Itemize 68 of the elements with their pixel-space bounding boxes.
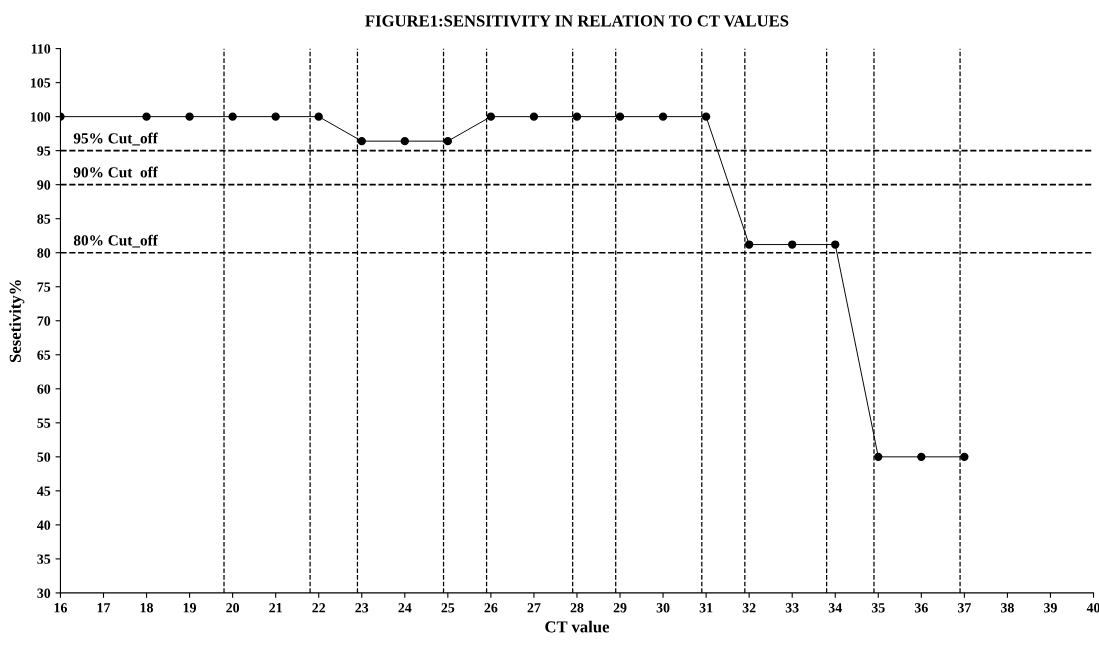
x-axis-title: CT value bbox=[545, 620, 610, 633]
y-tick-label: 45 bbox=[37, 486, 51, 496]
point bbox=[400, 136, 409, 146]
x-tick-label: 29 bbox=[613, 603, 627, 613]
x-tick-label: 38 bbox=[1001, 603, 1014, 613]
y-tick-label: 95 bbox=[37, 146, 51, 156]
point bbox=[874, 452, 883, 462]
x-tick-label: 36 bbox=[914, 603, 928, 613]
point bbox=[744, 240, 754, 249]
point bbox=[960, 452, 969, 462]
point bbox=[271, 112, 280, 121]
ref-line-label: 80% Cut_off bbox=[73, 234, 158, 248]
x-tick-label: 17 bbox=[97, 603, 111, 613]
point bbox=[357, 136, 366, 146]
x-tick-label: 37 bbox=[957, 603, 971, 613]
x-tick-label: 20 bbox=[226, 603, 240, 613]
point bbox=[788, 240, 797, 249]
x-tick-label: 21 bbox=[269, 603, 282, 613]
y-tick-label: 40 bbox=[37, 520, 51, 530]
y-tick-label: 105 bbox=[31, 78, 51, 88]
x-tick-label: 34 bbox=[828, 603, 842, 613]
x-tick-label: 28 bbox=[570, 603, 584, 613]
x-tick-label: 19 bbox=[183, 603, 197, 613]
point bbox=[529, 112, 539, 121]
y-tick-label: 100 bbox=[31, 112, 51, 122]
x-tick-label: 39 bbox=[1044, 603, 1057, 613]
point bbox=[615, 112, 625, 121]
point bbox=[572, 112, 582, 121]
point bbox=[658, 112, 668, 121]
y-tick-label: 80 bbox=[37, 248, 51, 258]
point bbox=[185, 112, 194, 121]
ref-line-label: 90% Cut off bbox=[73, 166, 158, 178]
x-tick-label: 26 bbox=[484, 603, 498, 613]
x-tick-label: 25 bbox=[441, 603, 455, 613]
y-tick-label: 50 bbox=[37, 452, 51, 462]
x-tick-label: 40 bbox=[1086, 603, 1099, 613]
point bbox=[701, 112, 711, 121]
y-tick-label: 65 bbox=[37, 350, 51, 360]
y-tick-label: 30 bbox=[37, 588, 51, 598]
x-tick-label: 22 bbox=[312, 603, 326, 613]
y-tick-label: 70 bbox=[37, 316, 51, 326]
point bbox=[443, 136, 453, 146]
y-tick-label: 75 bbox=[37, 282, 51, 292]
point bbox=[228, 112, 237, 121]
x-tick-label: 24 bbox=[398, 603, 412, 613]
point bbox=[142, 112, 151, 121]
y-tick-label: 60 bbox=[37, 384, 51, 394]
point bbox=[917, 452, 926, 462]
y-tick-label: 85 bbox=[37, 214, 51, 224]
y-axis-title: Sesetivity% bbox=[9, 280, 25, 362]
point bbox=[486, 112, 496, 121]
x-tick-label: 23 bbox=[355, 603, 369, 613]
y-tick-label: 90 bbox=[37, 180, 51, 190]
x-tick-label: 16 bbox=[54, 603, 67, 613]
ref-line-label: 95% Cut_off bbox=[73, 132, 158, 146]
point bbox=[314, 112, 323, 121]
x-tick-label: 31 bbox=[699, 603, 713, 613]
x-tick-label: 18 bbox=[140, 603, 154, 613]
y-tick-label: 110 bbox=[31, 44, 51, 54]
y-tick-label: 55 bbox=[37, 418, 51, 428]
x-tick-label: 27 bbox=[527, 603, 541, 613]
x-tick-label: 33 bbox=[785, 603, 799, 613]
point bbox=[831, 240, 840, 249]
y-tick-label: 35 bbox=[37, 554, 51, 564]
chart-title: FIGURE1:SENSITIVITY IN RELATION TO CT VALUES bbox=[365, 15, 789, 27]
x-tick-label: 30 bbox=[656, 603, 670, 613]
x-tick-label: 32 bbox=[742, 603, 756, 613]
x-tick-label: 35 bbox=[871, 603, 885, 613]
